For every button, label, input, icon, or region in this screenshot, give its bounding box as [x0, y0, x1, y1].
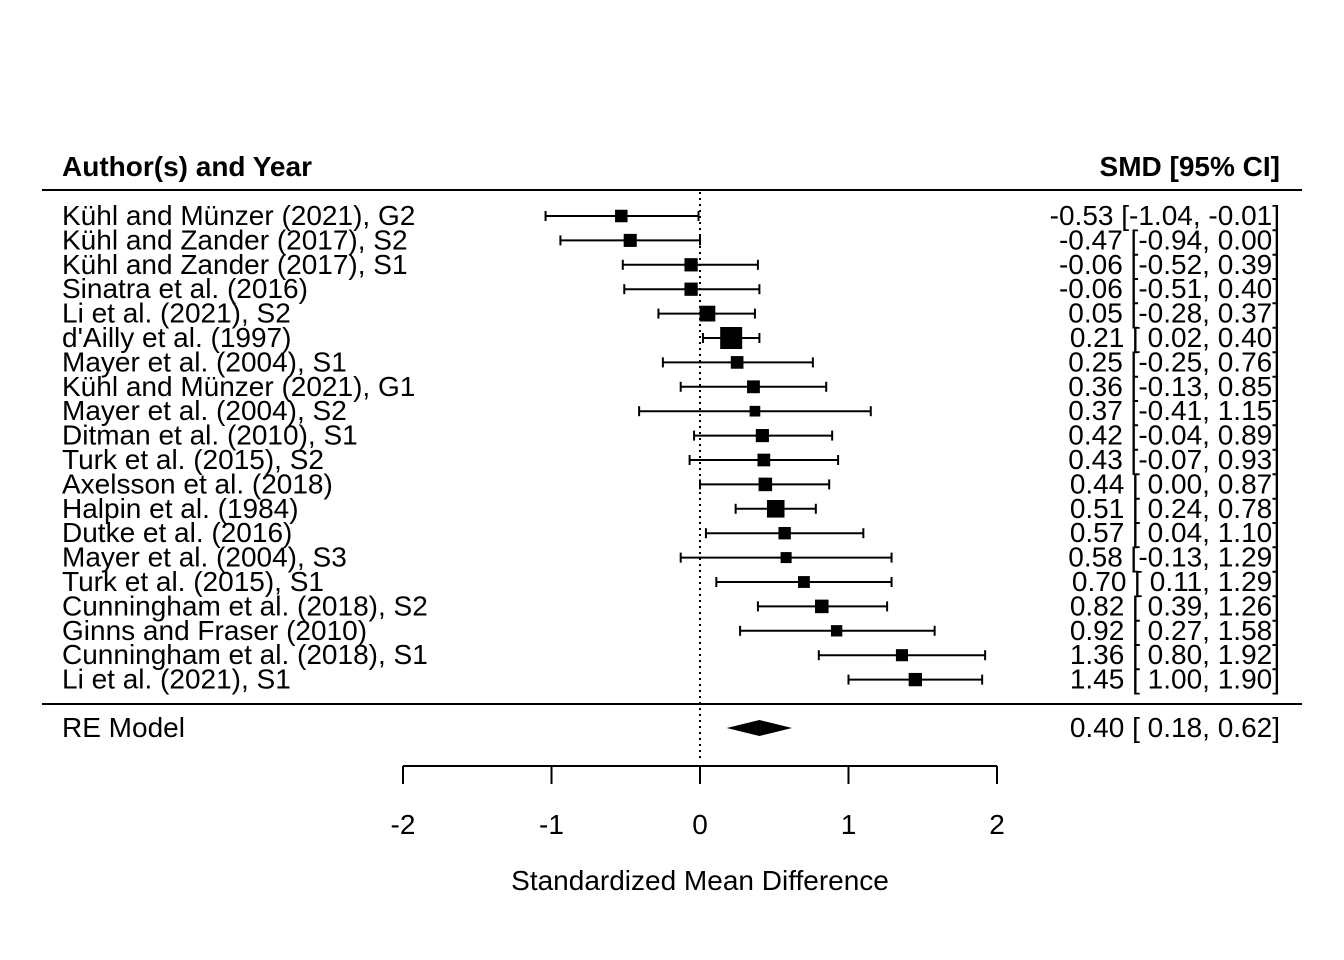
x-tick-label: 2 — [989, 809, 1005, 840]
estimate-marker — [780, 552, 792, 564]
estimate-marker — [699, 305, 716, 322]
estimate-marker — [757, 453, 771, 467]
study-row: Mayer et al. (2004), S2 0.37 [-0.41, 1.15… — [62, 395, 1280, 426]
ci-text: 0.37 [-0.41, 1.15] — [1068, 395, 1280, 426]
study-label: d'Ailly et al. (1997) — [62, 322, 291, 353]
estimate-marker — [908, 672, 922, 687]
estimate-marker — [766, 500, 785, 518]
study-rows: Kühl and Münzer (2021), G2 -0.53 [-1.04, … — [62, 192, 1280, 760]
study-row: Turk et al. (2015), S2 0.43 [-0.07, 0.93] — [62, 444, 1280, 475]
ci-text: -0.06 [-0.52, 0.39] — [1059, 249, 1280, 280]
study-row: Kühl and Münzer (2021), G2 -0.53 [-1.04, … — [62, 200, 1280, 231]
summary-diamond — [726, 720, 793, 736]
header-left: Author(s) and Year — [62, 151, 312, 182]
ci-text: 0.05 [-0.28, 0.37] — [1068, 298, 1280, 329]
estimate-marker — [730, 356, 744, 369]
estimate-marker — [684, 258, 698, 272]
study-row: Kühl and Zander (2017), S1 -0.06 [-0.52, … — [62, 249, 1280, 280]
study-label: Sinatra et al. (2016) — [62, 273, 308, 304]
study-label: Kühl and Zander (2017), S2 — [62, 224, 408, 255]
ci-text: 1.36 [ 0.80, 1.92] — [1070, 639, 1280, 670]
study-row: Kühl and Münzer (2021), G1 0.36 [-0.13, 0… — [62, 371, 1280, 402]
estimate-marker — [749, 405, 761, 417]
estimate-marker — [615, 209, 628, 223]
ci-text: -0.06 [-0.51, 0.40] — [1059, 273, 1280, 304]
header-right: SMD [95% CI] — [1100, 151, 1280, 182]
study-label: Kühl and Münzer (2021), G1 — [62, 371, 415, 402]
x-tick-label: -1 — [539, 809, 564, 840]
study-row: Turk et al. (2015), S1 0.70 [ 0.11, 1.29] — [62, 566, 1280, 597]
ci-text: 0.57 [ 0.04, 1.10] — [1070, 517, 1280, 548]
study-label: Li et al. (2021), S1 — [62, 664, 291, 695]
study-label: Cunningham et al. (2018), S2 — [62, 590, 428, 621]
summary-row: RE Model 0.40 [ 0.18, 0.62] — [62, 712, 1280, 743]
x-axis-label: Standardized Mean Difference — [511, 865, 889, 896]
estimate-marker — [895, 649, 909, 662]
study-label: Kühl and Münzer (2021), G2 — [62, 200, 415, 231]
study-row: Kühl and Zander (2017), S2 -0.47 [-0.94, … — [62, 224, 1280, 255]
estimate-marker — [798, 576, 810, 588]
summary-ci-text: 0.40 [ 0.18, 0.62] — [1070, 712, 1280, 743]
ci-text: 0.92 [ 0.27, 1.58] — [1070, 615, 1280, 646]
estimate-marker — [814, 599, 829, 614]
ci-text: 0.82 [ 0.39, 1.26] — [1070, 590, 1280, 621]
study-label: Cunningham et al. (2018), S1 — [62, 639, 428, 670]
estimate-marker — [758, 477, 773, 492]
ci-text: 0.21 [ 0.02, 0.40] — [1070, 322, 1280, 353]
estimate-marker — [720, 327, 743, 349]
estimate-marker — [778, 527, 791, 540]
x-tick-label: 1 — [841, 809, 857, 840]
study-label: Turk et al. (2015), S2 — [62, 444, 324, 475]
study-row: Ditman et al. (2010), S1 0.42 [-0.04, 0.8… — [62, 420, 1280, 451]
ci-text: 0.25 [-0.25, 0.76] — [1068, 346, 1280, 377]
estimate-marker — [747, 380, 760, 394]
ci-text: 0.42 [-0.04, 0.89] — [1068, 420, 1280, 451]
study-label: Axelsson et al. (2018) — [62, 468, 333, 499]
study-label: Dutke et al. (2016) — [62, 517, 292, 548]
study-row: d'Ailly et al. (1997) 0.21 [ 0.02, 0.40] — [62, 322, 1280, 353]
study-label: Kühl and Zander (2017), S1 — [62, 249, 408, 280]
ci-text: 0.70 [ 0.11, 1.29] — [1072, 566, 1280, 597]
study-label: Ginns and Fraser (2010) — [62, 615, 367, 646]
ci-text: 0.36 [-0.13, 0.85] — [1068, 371, 1280, 402]
study-label: Mayer et al. (2004), S1 — [62, 346, 347, 377]
study-row: Axelsson et al. (2018) 0.44 [ 0.00, 0.87] — [62, 468, 1280, 499]
study-label: Halpin et al. (1984) — [62, 493, 299, 524]
study-label: Mayer et al. (2004), S3 — [62, 542, 347, 573]
ci-text: 1.45 [ 1.00, 1.90] — [1070, 664, 1280, 695]
study-row: Cunningham et al. (2018), S2 0.82 [ 0.39,… — [62, 590, 1280, 621]
study-row: Mayer et al. (2004), S3 0.58 [-0.13, 1.29… — [62, 542, 1280, 573]
study-row: Halpin et al. (1984) 0.51 [ 0.24, 0.78] — [62, 493, 1280, 524]
summary-label: RE Model — [62, 712, 185, 743]
study-label: Turk et al. (2015), S1 — [62, 566, 324, 597]
estimate-marker — [623, 233, 637, 247]
ci-text: -0.47 [-0.94, 0.00] — [1059, 224, 1280, 255]
study-row: Cunningham et al. (2018), S1 1.36 [ 0.80,… — [62, 639, 1280, 670]
ci-text: 0.43 [-0.07, 0.93] — [1068, 444, 1280, 475]
estimate-marker — [684, 282, 698, 296]
study-row: Mayer et al. (2004), S1 0.25 [-0.25, 0.76… — [62, 346, 1280, 377]
ci-text: 0.44 [ 0.00, 0.87] — [1070, 468, 1280, 499]
estimate-marker — [755, 429, 769, 443]
study-row: Sinatra et al. (2016) -0.06 [-0.51, 0.40] — [62, 273, 1280, 304]
study-row: Dutke et al. (2016) 0.57 [ 0.04, 1.10] — [62, 517, 1280, 548]
study-label: Li et al. (2021), S2 — [62, 298, 291, 329]
study-row: Ginns and Fraser (2010) 0.92 [ 0.27, 1.58… — [62, 615, 1280, 646]
study-row: Li et al. (2021), S1 1.45 [ 1.00, 1.90] — [62, 664, 1280, 695]
ci-text: -0.53 [-1.04, -0.01] — [1050, 200, 1280, 231]
study-label: Ditman et al. (2010), S1 — [62, 420, 358, 451]
study-row: Li et al. (2021), S2 0.05 [-0.28, 0.37] — [62, 298, 1280, 329]
study-label: Mayer et al. (2004), S2 — [62, 395, 347, 426]
ci-text: 0.51 [ 0.24, 0.78] — [1070, 493, 1280, 524]
x-tick-label: -2 — [391, 809, 416, 840]
estimate-marker — [830, 625, 843, 637]
x-axis: -2 -1 0 1 2 — [391, 765, 1005, 840]
ci-text: 0.58 [-0.13, 1.29] — [1068, 542, 1280, 573]
x-tick-label: 0 — [692, 809, 708, 840]
